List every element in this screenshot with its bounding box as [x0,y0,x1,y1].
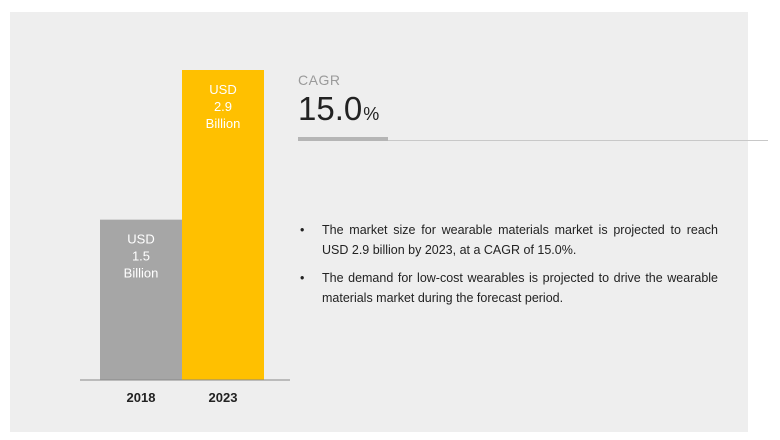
bar-2023 [182,70,264,380]
cagr-block: CAGR 15.0% [298,72,379,128]
x-tick-label: 2023 [209,390,238,405]
bar-data-label: 1.5 [132,249,150,264]
x-tick-label: 2018 [127,390,156,405]
bar-data-label: USD [127,232,154,247]
key-point-item: • The demand for low-cost wearables is p… [298,268,718,308]
key-point-text: The market size for wearable materials m… [322,223,718,257]
bar-data-label: 2.9 [214,99,232,114]
cagr-unit: % [363,104,380,124]
cagr-value: 15.0 [298,90,363,127]
bar-2018 [100,219,182,380]
key-point-item: • The market size for wearable materials… [298,220,718,260]
labels-layer: USD 1.5 Billion 2018 USD 2.9 Billion 2023 [124,82,241,405]
divider-line [298,140,768,141]
bullet-icon: • [300,271,305,285]
key-point-text: The demand for low-cost wearables is pro… [322,271,718,305]
divider-accent [298,137,388,141]
bars-layer [100,70,264,380]
bar-data-label: Billion [206,116,241,131]
bar-data-label: Billion [124,266,159,281]
bar-data-label: USD [209,82,236,97]
key-points-list: • The market size for wearable materials… [298,220,718,316]
cagr-title: CAGR [298,72,341,88]
bullet-icon: • [300,223,305,237]
cagr-value-row: 15.0% [298,90,379,128]
